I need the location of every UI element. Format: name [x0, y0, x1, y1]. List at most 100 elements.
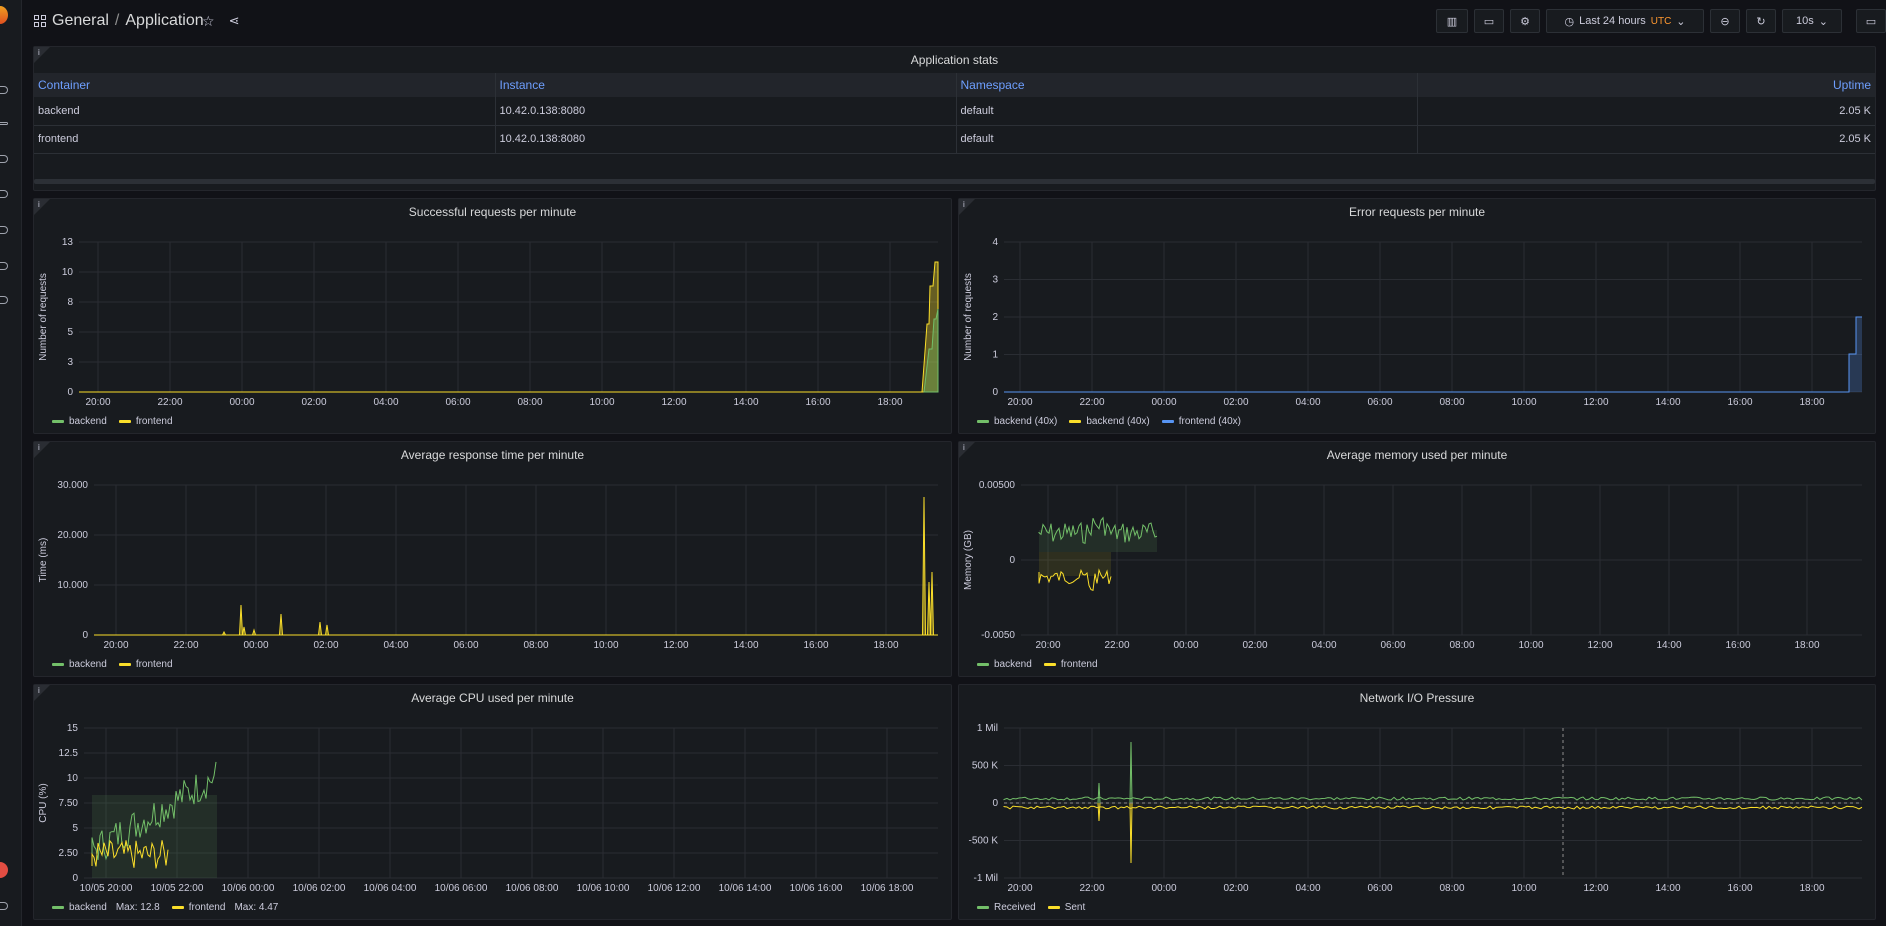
legend-item[interactable]: backend (40x): [977, 416, 1057, 427]
y-axis-label: CPU (%): [38, 783, 49, 822]
panel-network-io: Network I/O Pressure 1 Mil 500 K 0 -500 K -1…: [958, 684, 1876, 920]
y-axis-label: Time (ms): [38, 538, 49, 583]
breadcrumb-dashboard[interactable]: Application: [125, 12, 204, 29]
x-tick-label: 18:00: [877, 397, 902, 408]
legend-label: Sent: [1064, 902, 1086, 913]
response-time-chart: 30.000 20.000 10.000 0 20:00 22:00 00:00 02:00 0…: [38, 480, 938, 651]
dashboard-settings-button[interactable]: ⚙: [1510, 9, 1540, 33]
chart-legend: backend frontend: [977, 659, 1098, 670]
info-icon[interactable]: i: [963, 443, 965, 452]
series-area-frontend-40x: [1849, 317, 1862, 392]
series-line-sent: [1003, 805, 1863, 810]
time-picker-button[interactable]: ◷ Last 24 hours UTC ⌄: [1546, 9, 1704, 33]
series-spike-sent: [1097, 802, 1101, 822]
legend-item[interactable]: backend: [52, 416, 107, 427]
legend-item[interactable]: backend Max: 12.8: [52, 902, 160, 913]
time-range-label: Last 24 hours: [1579, 15, 1646, 27]
x-tick-label: 22:00: [173, 640, 198, 651]
x-tick-label: 06:00: [1367, 397, 1392, 408]
toolbar: ▥ ▭ ⚙ ◷ Last 24 hours UTC ⌄ ⊖ ↻ 10s ⌄ ▭: [1436, 9, 1886, 33]
share-icon[interactable]: ⋖: [228, 13, 240, 28]
shield-icon[interactable]: [0, 296, 8, 304]
legend-item[interactable]: backend: [977, 659, 1032, 670]
legend-item[interactable]: backend: [52, 659, 107, 670]
add-panel-button[interactable]: ▥: [1436, 9, 1468, 33]
legend-item[interactable]: backend (40x): [1069, 416, 1150, 427]
horizontal-scrollbar[interactable]: [34, 179, 1875, 184]
x-tick-label: 10/06 08:00: [506, 883, 559, 894]
top-bar: General / Application ☆ ⋖ ▥ ▭ ⚙ ◷ Last 2…: [22, 0, 1886, 42]
cpu-used-chart: 15 12.5 10 7.50 5 2.50 010/05 20:00 10/05 22:00…: [38, 723, 938, 894]
gear-icon: ⚙: [1520, 15, 1530, 28]
y-tick-label: -500 K: [969, 836, 999, 847]
legend-item[interactable]: frontend Max: 4.47: [171, 902, 279, 913]
legend-item[interactable]: frontend: [118, 659, 173, 670]
star-icon[interactable]: ☆: [202, 13, 215, 29]
info-icon[interactable]: i: [38, 200, 40, 209]
info-icon[interactable]: i: [38, 686, 40, 695]
legend-item[interactable]: frontend: [118, 416, 173, 427]
legend-swatch: [52, 663, 64, 666]
y-tick-label: -1 Mil: [974, 873, 998, 884]
x-tick-label: 00:00: [229, 397, 254, 408]
help-icon[interactable]: [0, 902, 8, 910]
x-tick-label: 08:00: [523, 640, 548, 651]
legend-swatch: [171, 906, 184, 909]
legend-item[interactable]: frontend: [1043, 659, 1098, 670]
legend-label: backend: [69, 416, 107, 427]
legend-item[interactable]: Sent: [1047, 902, 1086, 913]
breadcrumb-separator: /: [114, 12, 120, 29]
legend-swatch: [118, 420, 131, 423]
column-header-namespace[interactable]: Namespace: [956, 73, 1418, 97]
search-icon[interactable]: [0, 86, 8, 94]
info-icon[interactable]: i: [38, 48, 40, 57]
x-tick-label: 10/06 06:00: [435, 883, 488, 894]
sidebar: [0, 0, 22, 926]
x-tick-label: 14:00: [1656, 640, 1681, 651]
dashboards-icon[interactable]: [0, 155, 8, 163]
series-spike-frontend: [325, 624, 329, 636]
grafana-logo-icon[interactable]: [0, 6, 8, 24]
breadcrumb-folder[interactable]: General: [52, 12, 109, 29]
info-icon[interactable]: i: [38, 443, 40, 452]
x-tick-label: 14:00: [1655, 883, 1680, 894]
refresh-interval-select[interactable]: 10s ⌄: [1782, 9, 1842, 33]
column-header-instance[interactable]: Instance: [495, 73, 957, 97]
x-tick-label: 10/06 02:00: [293, 883, 346, 894]
x-tick-label: 22:00: [157, 397, 182, 408]
column-header-uptime[interactable]: Uptime: [1417, 73, 1875, 97]
panel-application-stats: i Application stats Container Instance N…: [33, 46, 1876, 191]
x-tick-label: 10/06 18:00: [861, 883, 914, 894]
x-tick-label: 04:00: [383, 640, 408, 651]
series-spike-received: [1097, 782, 1101, 804]
refresh-button[interactable]: ↻: [1746, 9, 1776, 33]
legend-swatch: [1043, 663, 1056, 666]
column-header-container[interactable]: Container: [34, 73, 496, 97]
series-line-frontend-40x: [1004, 316, 1862, 393]
info-icon[interactable]: i: [963, 200, 965, 209]
table-row: backend 10.42.0.138:8080 default 2.05 K: [34, 97, 1875, 126]
avatar[interactable]: [0, 862, 8, 878]
y-tick-label: 0: [72, 873, 78, 884]
explore-icon[interactable]: [0, 190, 8, 198]
x-tick-label: 22:00: [1079, 883, 1104, 894]
x-tick-label: 00:00: [1173, 640, 1198, 651]
legend-item[interactable]: frontend (40x): [1161, 416, 1241, 427]
x-tick-label: 00:00: [243, 640, 268, 651]
legend-item[interactable]: Received: [977, 902, 1036, 913]
settings-gear-icon[interactable]: [0, 262, 8, 270]
chart-legend: Received Sent: [977, 902, 1085, 913]
breadcrumb: General / Application: [34, 12, 204, 30]
save-dashboard-button[interactable]: ▭: [1474, 9, 1504, 33]
alerting-bell-icon[interactable]: [0, 226, 8, 234]
chart-legend: backend (40x) backend (40x) frontend (40x): [977, 416, 1241, 427]
memory-used-chart: 0.00500 0 -0.0050 20:00 22:00 00:00 02:00 04:00…: [963, 480, 1862, 651]
tv-mode-button[interactable]: ▭: [1856, 9, 1886, 33]
legend-max: Max: 4.47: [234, 902, 279, 913]
series-line-received: [1003, 796, 1863, 801]
x-tick-label: 20:00: [1035, 640, 1060, 651]
zoom-out-button[interactable]: ⊖: [1710, 9, 1740, 33]
y-tick-label: 3: [992, 275, 998, 286]
plus-icon[interactable]: [0, 122, 8, 125]
series-area-backend: [923, 308, 939, 393]
